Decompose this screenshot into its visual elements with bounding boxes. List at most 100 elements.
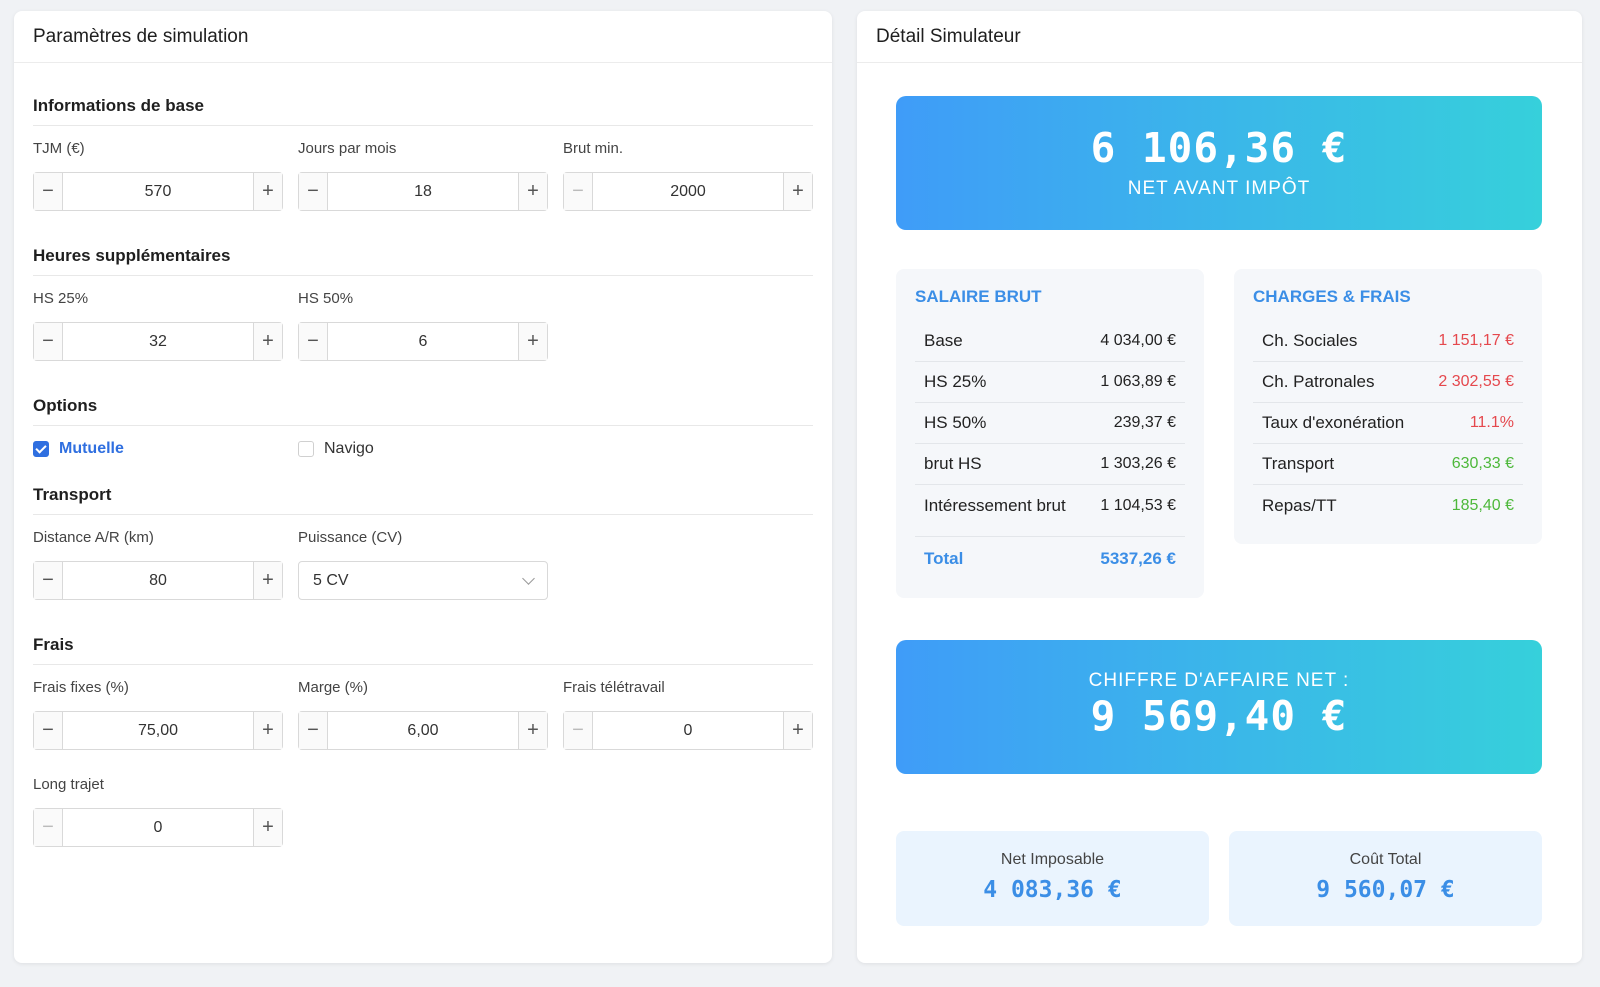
- plus-icon[interactable]: +: [253, 562, 282, 599]
- minus-icon[interactable]: −: [299, 712, 328, 749]
- table-row: Ch. Patronales 2 302,55 €: [1253, 362, 1523, 403]
- cout-total-label: Coût Total: [1349, 851, 1422, 868]
- chiffre-affaire-banner: CHIFFRE D'AFFAIRE NET : 9 569,40 €: [896, 640, 1542, 774]
- minus-icon[interactable]: −: [299, 173, 328, 210]
- net-imposable-value: 4 083,36 €: [983, 877, 1122, 903]
- row-value: 2 302,55 €: [1438, 373, 1514, 390]
- section-title-base: Informations de base: [33, 96, 813, 126]
- field-label: Puissance (CV): [298, 529, 403, 546]
- section-title-hs: Heures supplémentaires: [33, 246, 813, 276]
- minus-icon[interactable]: −: [34, 562, 63, 599]
- minus-icon[interactable]: −: [299, 323, 328, 360]
- minus-icon[interactable]: −: [34, 809, 63, 846]
- plus-icon[interactable]: +: [253, 173, 282, 210]
- minus-icon[interactable]: −: [564, 712, 593, 749]
- field-label: Frais télétravail: [563, 679, 665, 696]
- distance-stepper[interactable]: − 80 +: [33, 561, 283, 600]
- puissance-field: Puissance (CV) 5 CV: [298, 529, 548, 600]
- frais-teletravail-stepper[interactable]: − 0 +: [563, 711, 813, 750]
- salaire-rows: Base 4 034,00 € HS 25% 1 063,89 € HS 50% 23…: [915, 321, 1185, 526]
- net-imposable-box: Net Imposable 4 083,36 €: [896, 831, 1209, 926]
- row-label: HS 25%: [924, 372, 987, 391]
- distance-field: Distance A/R (km) − 80 +: [33, 529, 283, 600]
- hs25-stepper[interactable]: − 32 +: [33, 322, 283, 361]
- table-row: Base 4 034,00 €: [915, 321, 1185, 362]
- minus-icon[interactable]: −: [564, 173, 593, 210]
- hs50-stepper[interactable]: − 6 +: [298, 322, 548, 361]
- row-value: 1 063,89 €: [1100, 373, 1176, 390]
- jours-input[interactable]: 18: [414, 182, 432, 200]
- chevron-down-icon: [522, 571, 535, 585]
- section-title-frais: Frais: [33, 635, 813, 665]
- net-before-tax-value: 6 106,36 €: [1090, 124, 1348, 172]
- card-title: Paramètres de simulation: [14, 11, 832, 63]
- plus-icon[interactable]: +: [253, 712, 282, 749]
- frais-teletravail-field: Frais télétravail − 0 +: [563, 679, 813, 750]
- total-value: 5337,26 €: [1100, 548, 1176, 568]
- field-label: Brut min.: [563, 140, 624, 157]
- tjm-input[interactable]: 570: [144, 182, 172, 200]
- plus-icon[interactable]: +: [253, 323, 282, 360]
- chiffre-affaire-value: 9 569,40 €: [1090, 692, 1348, 740]
- total-row: Total 5337,26 €: [915, 536, 1185, 580]
- row-value: 185,40 €: [1451, 496, 1514, 514]
- hs50-input[interactable]: 6: [418, 332, 428, 350]
- tjm-stepper[interactable]: − 570 +: [33, 172, 283, 211]
- table-row: HS 50% 239,37 €: [915, 403, 1185, 444]
- charges-rows: Ch. Sociales 1 151,17 € Ch. Patronales 2 3…: [1253, 321, 1523, 526]
- marge-stepper[interactable]: − 6,00 +: [298, 711, 548, 750]
- checkbox-unchecked-icon[interactable]: [298, 441, 314, 457]
- puissance-select[interactable]: 5 CV: [298, 561, 548, 600]
- plus-icon[interactable]: +: [518, 323, 547, 360]
- table-row: brut HS 1 303,26 €: [915, 444, 1185, 485]
- row-label: Transport: [1262, 454, 1335, 473]
- checkbox-checked-icon[interactable]: [33, 441, 49, 457]
- row-value: 1 104,53 €: [1100, 496, 1176, 514]
- plus-icon[interactable]: +: [518, 173, 547, 210]
- jours-stepper[interactable]: − 18 +: [298, 172, 548, 211]
- simulation-parameters-card: Paramètres de simulation Informations de…: [14, 11, 832, 963]
- mutuelle-checkbox[interactable]: Mutuelle: [33, 440, 298, 458]
- marge-field: Marge (%) − 6,00 +: [298, 679, 548, 750]
- plus-icon[interactable]: +: [783, 712, 812, 749]
- brut-min-input[interactable]: 2000: [670, 182, 706, 200]
- plus-icon[interactable]: +: [783, 173, 812, 210]
- minus-icon[interactable]: −: [34, 323, 63, 360]
- plus-icon[interactable]: +: [253, 809, 282, 846]
- row-label: Repas/TT: [1262, 495, 1337, 515]
- cout-total-value: 9 560,07 €: [1316, 877, 1455, 903]
- brut-min-stepper[interactable]: − 2000 +: [563, 172, 813, 211]
- card-title: Détail Simulateur: [857, 11, 1582, 63]
- field-label: Marge (%): [298, 679, 369, 696]
- long-trajet-field: Long trajet − 0 +: [33, 776, 283, 847]
- frais-teletravail-input[interactable]: 0: [683, 721, 693, 739]
- frais-fixes-input[interactable]: 75,00: [137, 721, 179, 739]
- table-row: Repas/TT 185,40 €: [1253, 485, 1523, 526]
- minus-icon[interactable]: −: [34, 712, 63, 749]
- long-trajet-stepper[interactable]: − 0 +: [33, 808, 283, 847]
- jours-field: Jours par mois − 18 +: [298, 140, 548, 211]
- table-row: HS 25% 1 063,89 €: [915, 362, 1185, 403]
- distance-input[interactable]: 80: [149, 571, 167, 589]
- navigo-checkbox[interactable]: Navigo: [298, 440, 563, 458]
- section-title-transport: Transport: [33, 485, 813, 515]
- row-value: 11.1%: [1469, 414, 1514, 431]
- plus-icon[interactable]: +: [518, 712, 547, 749]
- minus-icon[interactable]: −: [34, 173, 63, 210]
- frais-fixes-stepper[interactable]: − 75,00 +: [33, 711, 283, 750]
- field-label: HS 50%: [298, 290, 354, 307]
- cout-total-box: Coût Total 9 560,07 €: [1229, 831, 1542, 926]
- long-trajet-input[interactable]: 0: [153, 818, 163, 836]
- frais-fixes-field: Frais fixes (%) − 75,00 +: [33, 679, 283, 750]
- hs25-input[interactable]: 32: [149, 332, 167, 350]
- field-label: Distance A/R (km): [33, 529, 154, 546]
- field-label: Jours par mois: [298, 140, 397, 157]
- panel-title: CHARGES & FRAIS: [1253, 287, 1411, 306]
- checkbox-label: Navigo: [324, 440, 374, 457]
- field-label: Long trajet: [33, 776, 104, 793]
- row-label: brut HS: [924, 454, 982, 473]
- chiffre-affaire-label: CHIFFRE D'AFFAIRE NET :: [1088, 670, 1350, 691]
- row-label: Ch. Patronales: [1262, 372, 1375, 391]
- field-label: TJM (€): [33, 140, 85, 157]
- marge-input[interactable]: 6,00: [407, 721, 439, 739]
